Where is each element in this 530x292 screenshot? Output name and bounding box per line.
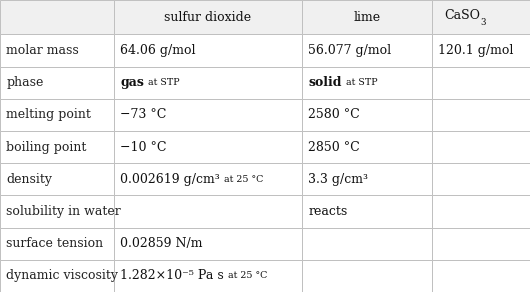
Bar [302,99,432,131]
Text: 2580 °C: 2580 °C [308,108,360,121]
Text: at 25 °C: at 25 °C [228,271,268,280]
Bar [432,260,530,292]
Bar [114,67,302,99]
Text: lime: lime [354,11,381,24]
Text: sulfur dioxide: sulfur dioxide [164,11,252,24]
Bar [302,228,432,260]
Bar [302,0,432,34]
Bar [0,228,114,260]
Bar [114,228,302,260]
Bar [0,260,114,292]
Text: −73 °C: −73 °C [120,108,166,121]
Bar [0,99,114,131]
Bar [114,0,302,34]
Text: 2850 °C: 2850 °C [308,141,360,154]
Bar [302,67,432,99]
Text: 120.1 g/mol: 120.1 g/mol [438,44,514,57]
Bar [432,195,530,228]
Bar [432,131,530,163]
Bar [0,67,114,99]
Text: 3.3 g/cm³: 3.3 g/cm³ [308,173,368,186]
Text: molar mass: molar mass [6,44,79,57]
Text: boiling point: boiling point [6,141,87,154]
Text: phase: phase [6,76,44,89]
Bar [302,195,432,228]
Bar [0,163,114,195]
Text: 1.282×10⁻⁵ Pa s: 1.282×10⁻⁵ Pa s [120,270,224,282]
Bar [114,195,302,228]
Bar [0,131,114,163]
Text: at STP: at STP [346,78,377,87]
Text: 0.002619 g/cm³: 0.002619 g/cm³ [120,173,220,186]
Bar [432,34,530,67]
Bar [302,131,432,163]
Bar [432,228,530,260]
Bar [114,260,302,292]
Text: at STP: at STP [148,78,180,87]
Bar [302,34,432,67]
Text: CaSO: CaSO [444,9,480,22]
Text: melting point: melting point [6,108,91,121]
Text: reacts: reacts [308,205,348,218]
Bar [114,34,302,67]
Bar [432,67,530,99]
Text: density: density [6,173,52,186]
Bar [0,0,114,34]
Text: 64.06 g/mol: 64.06 g/mol [120,44,196,57]
Text: 3: 3 [480,18,486,27]
Text: solubility in water: solubility in water [6,205,121,218]
Bar [302,260,432,292]
Bar [114,99,302,131]
Bar [0,34,114,67]
Bar [302,163,432,195]
Bar [432,99,530,131]
Bar [114,163,302,195]
Text: 56.077 g/mol: 56.077 g/mol [308,44,392,57]
Bar [432,0,530,34]
Text: dynamic viscosity: dynamic viscosity [6,270,118,282]
Text: −10 °C: −10 °C [120,141,167,154]
Bar [432,163,530,195]
Bar [0,195,114,228]
Text: at 25 °C: at 25 °C [224,175,263,184]
Text: gas: gas [120,76,144,89]
Text: 0.02859 N/m: 0.02859 N/m [120,237,203,250]
Text: solid: solid [308,76,342,89]
Bar [114,131,302,163]
Text: surface tension: surface tension [6,237,103,250]
